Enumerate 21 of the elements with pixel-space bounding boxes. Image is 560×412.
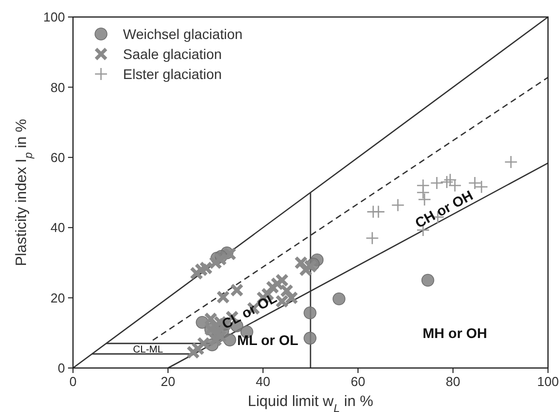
y-tick-label: 20 <box>50 290 65 306</box>
annotation: CH or OH <box>412 186 476 231</box>
x-tick-label: 80 <box>446 374 460 389</box>
annotation: CL or OL <box>219 289 280 332</box>
x-tick-label: 0 <box>69 374 77 389</box>
x-tick-label: 40 <box>256 374 270 389</box>
y-tick-label: 100 <box>43 10 65 25</box>
y-tick-label: 60 <box>50 150 65 165</box>
legend-label: Saale glaciation <box>123 46 222 62</box>
annotation: CL-ML <box>133 344 164 356</box>
x-axis-title: Liquid limit w$_{L}$ in % <box>248 393 374 412</box>
legend-label: Weichsel glaciation <box>123 26 243 42</box>
y-tick-label: 0 <box>58 360 65 376</box>
annotation: ML or OL <box>237 332 299 348</box>
legend-label: Elster glaciation <box>123 66 222 82</box>
y-tick-label: 40 <box>50 220 65 236</box>
x-tick-label: 60 <box>350 374 366 389</box>
x-tick-label: 100 <box>537 374 559 389</box>
x-tick-label: 20 <box>160 374 176 389</box>
annotation: MH or OH <box>422 324 488 341</box>
y-tick-label: 80 <box>50 80 65 95</box>
